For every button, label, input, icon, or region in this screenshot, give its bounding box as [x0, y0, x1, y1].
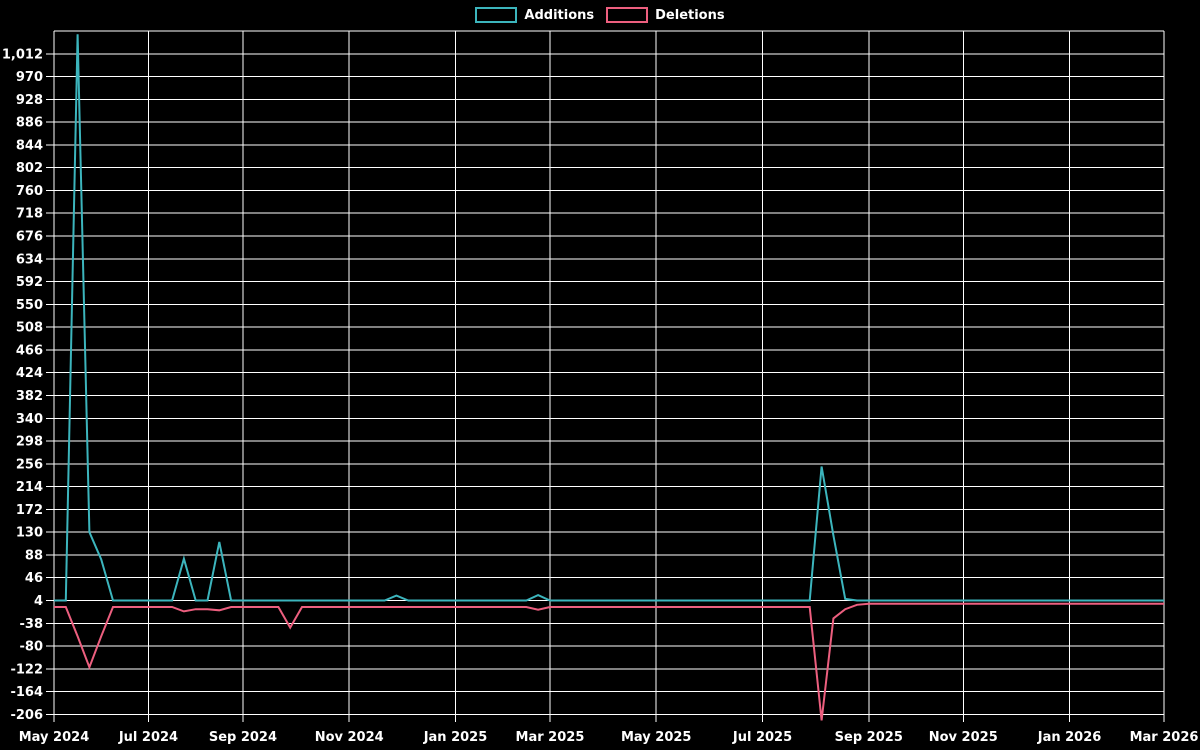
y-axis-label: -206: [10, 708, 43, 723]
y-axis-label: -38: [20, 617, 44, 632]
y-axis-label: 886: [16, 116, 43, 131]
x-axis-label: May 2025: [621, 730, 692, 745]
y-axis-label: 718: [16, 207, 43, 222]
y-axis-label: 88: [25, 548, 43, 563]
y-axis-label: 802: [16, 161, 43, 176]
y-axis-label: 592: [16, 275, 43, 290]
chart-legend: Additions Deletions: [0, 7, 1200, 23]
x-axis-label: Nov 2024: [315, 730, 384, 745]
y-axis-label: 634: [16, 252, 43, 267]
y-axis-label: 676: [16, 230, 43, 245]
y-axis-label: -122: [10, 662, 43, 677]
y-axis-label: 46: [25, 571, 43, 586]
x-axis-label: Jan 2026: [1037, 730, 1102, 745]
x-axis-label: May 2024: [19, 730, 90, 745]
y-axis-label: 382: [16, 389, 43, 404]
x-axis-label: Jan 2025: [423, 730, 488, 745]
legend-label-deletions: Deletions: [655, 7, 725, 23]
y-axis-label: 844: [16, 138, 43, 153]
y-axis-label: 4: [34, 594, 43, 609]
y-axis-label: -80: [20, 640, 44, 655]
y-axis-label: 214: [16, 480, 43, 495]
deletions-swatch-icon: [606, 7, 649, 23]
y-axis-label: 172: [16, 503, 43, 518]
series-line-additions: [54, 34, 1164, 602]
y-axis-label: 130: [16, 526, 43, 541]
legend-item-additions[interactable]: Additions: [475, 7, 594, 23]
x-axis-label: Mar 2025: [516, 730, 585, 745]
y-axis-label: 970: [16, 70, 43, 85]
x-axis-label: Mar 2026: [1130, 730, 1199, 745]
series-line-deletions: [54, 602, 1164, 721]
y-axis-label: 1,012: [2, 47, 43, 62]
y-axis-label: 340: [16, 412, 43, 427]
legend-item-deletions[interactable]: Deletions: [606, 7, 725, 23]
y-axis-label: 256: [16, 457, 43, 472]
y-axis-label: -164: [10, 685, 43, 700]
additions-swatch-icon: [475, 7, 518, 23]
y-axis-label: 928: [16, 93, 43, 108]
legend-label-additions: Additions: [524, 7, 595, 23]
x-axis-label: Sep 2025: [835, 730, 903, 745]
y-axis-label: 550: [16, 298, 43, 313]
y-axis-label: 298: [16, 435, 43, 450]
y-axis-label: 760: [16, 184, 43, 199]
y-axis-label: 466: [16, 343, 43, 358]
y-axis-label: 424: [16, 366, 43, 381]
y-axis-label: 508: [16, 321, 43, 336]
x-axis-label: Jul 2025: [732, 730, 792, 745]
x-axis-label: Sep 2024: [209, 730, 277, 745]
x-axis-label: Jul 2024: [118, 730, 178, 745]
x-axis-label: Nov 2025: [929, 730, 998, 745]
